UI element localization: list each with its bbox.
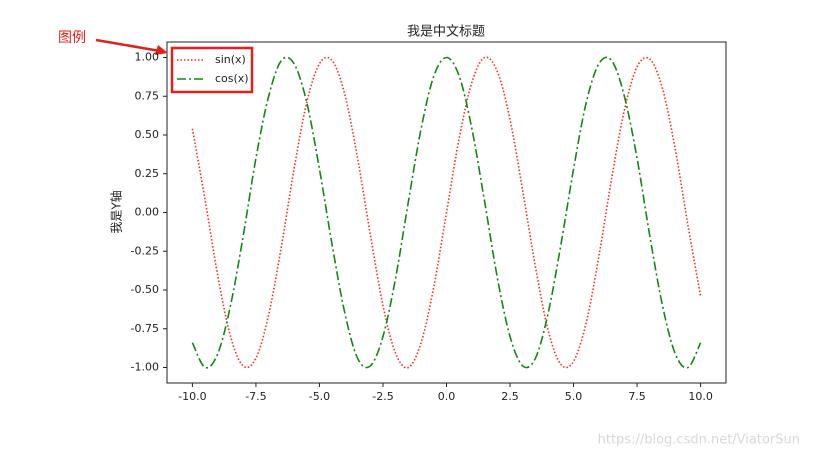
annotation: 图例 xyxy=(58,30,86,46)
chart-title: 我是中文标题 xyxy=(407,25,485,40)
legend-highlight xyxy=(170,46,254,94)
x-tick-label: -10.0 xyxy=(178,390,206,403)
x-tick-label: 5.0 xyxy=(565,390,583,403)
x-tick-label: -7.5 xyxy=(245,390,266,403)
watermark: https://blog.csdn.net/ViatorSun xyxy=(598,433,800,448)
y-tick-label: 0.25 xyxy=(135,167,160,180)
y-tick-label: 1.00 xyxy=(135,51,160,64)
legend-label: cos(x) xyxy=(215,72,249,85)
series-line xyxy=(191,56,702,369)
y-tick-label: 0.75 xyxy=(135,89,160,102)
y-tick-label: 0.50 xyxy=(135,128,160,141)
x-tick-label: 7.5 xyxy=(628,390,646,403)
annotation-arrowhead xyxy=(155,45,168,55)
x-tick-label: -2.5 xyxy=(372,390,393,403)
x-tick-label: 2.5 xyxy=(501,390,519,403)
x-tick-label: -5.0 xyxy=(309,390,330,403)
y-tick-label: -0.25 xyxy=(131,244,159,257)
y-tick-label: 0.00 xyxy=(135,206,160,219)
y-tick-label: -1.00 xyxy=(131,361,159,374)
legend-label: sin(x) xyxy=(215,53,246,66)
y-axis-label: 我是Y轴 xyxy=(109,190,124,233)
series-line xyxy=(191,56,702,369)
annotation-arrow xyxy=(95,38,161,53)
x-tick-label: 10.0 xyxy=(688,390,713,403)
x-tick-label: 0.0 xyxy=(438,390,456,403)
y-tick-label: -0.50 xyxy=(131,283,159,296)
y-tick-label: -0.75 xyxy=(131,322,159,335)
